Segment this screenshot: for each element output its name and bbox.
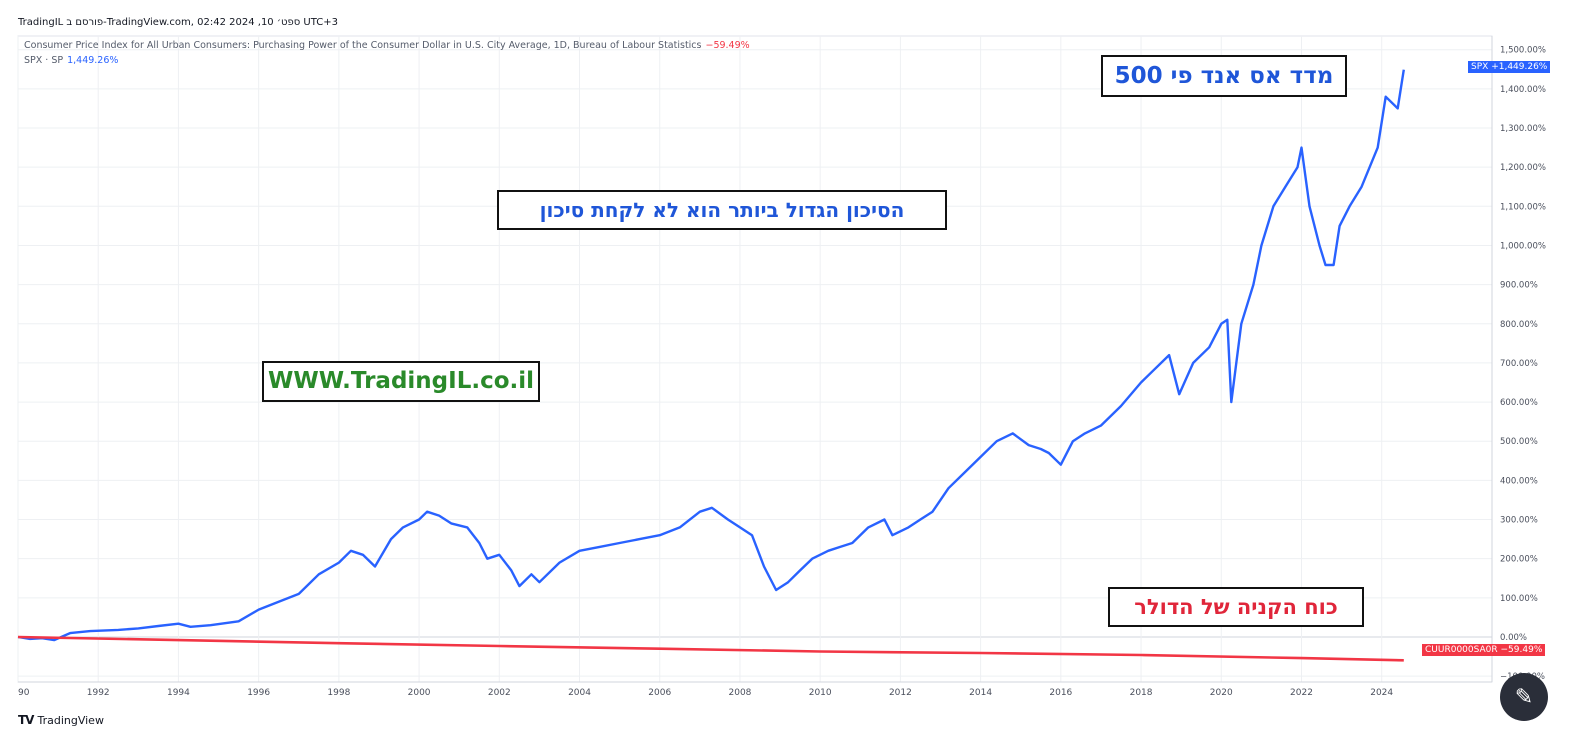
- x-tick-label: 2006: [648, 688, 671, 698]
- magic-wand-button[interactable]: ✎: [1500, 673, 1548, 721]
- plot-area: [17, 35, 1493, 683]
- legend-spx-change: 1,449.26%: [67, 55, 119, 66]
- price-tag-cpi-name: CUUR0000SA0R: [1425, 645, 1498, 655]
- tradingview-logo[interactable]: TV TradingView: [18, 713, 104, 727]
- annotation-dollar: כוח הקניה של הדולר: [1108, 587, 1364, 627]
- annotation-sp500: מדד אס אנד פי 500: [1101, 55, 1347, 97]
- x-tick-label: 2004: [568, 688, 591, 698]
- legend-cpi-change: −59.49%: [705, 40, 750, 51]
- x-tick-label: 2020: [1210, 688, 1233, 698]
- y-tick-label: 0.00%: [1500, 633, 1527, 643]
- y-tick-label: 300.00%: [1500, 516, 1538, 526]
- x-tick-label: 1992: [87, 688, 110, 698]
- y-tick-label: 1,200.00%: [1500, 163, 1546, 173]
- series-line-spx: [17, 69, 1405, 642]
- x-tick-label: 2012: [889, 688, 912, 698]
- price-tag-cpi: CUUR0000SA0R −59.49%: [1422, 644, 1546, 656]
- x-tick-label: 2016: [1049, 688, 1072, 698]
- y-tick-label: 800.00%: [1500, 320, 1538, 330]
- legend-cpi[interactable]: Consumer Price Index for All Urban Consu…: [24, 40, 750, 51]
- y-tick-label: 1,400.00%: [1500, 85, 1546, 95]
- tradingview-brand: TradingView: [37, 713, 104, 727]
- magic-wand-icon: ✎: [1514, 684, 1534, 710]
- x-tick-label: 1996: [247, 688, 270, 698]
- y-tick-label: 1,300.00%: [1500, 124, 1546, 134]
- x-tick-label: 1998: [327, 688, 350, 698]
- price-tag-cpi-value: −59.49%: [1500, 645, 1543, 655]
- price-tag-spx: SPX +1,449.26%: [1468, 61, 1551, 73]
- y-tick-label: 400.00%: [1500, 476, 1538, 486]
- legend-spx-label: SPX · SP: [24, 55, 64, 66]
- x-tick-label: 2024: [1370, 688, 1393, 698]
- x-tick-label: 2002: [488, 688, 511, 698]
- legend-cpi-label: Consumer Price Index for All Urban Consu…: [24, 40, 702, 51]
- y-tick-label: 200.00%: [1500, 555, 1538, 565]
- y-tick-label: 1,500.00%: [1500, 46, 1546, 56]
- x-tick-label: 2022: [1290, 688, 1313, 698]
- x-tick-label: 2014: [969, 688, 992, 698]
- x-tick-label: 2018: [1130, 688, 1153, 698]
- x-tick-label: 2010: [809, 688, 832, 698]
- x-tick-label: 90: [18, 688, 30, 698]
- header-attribution: TradingIL פורסם ב-TradingView.com, ספט׳ …: [18, 17, 338, 28]
- price-tag-spx-value: +1,449.26%: [1491, 62, 1548, 72]
- x-tick-label: 2008: [729, 688, 752, 698]
- x-tick-label: 1994: [167, 688, 190, 698]
- y-tick-label: 700.00%: [1500, 359, 1538, 369]
- y-tick-label: 1,100.00%: [1500, 202, 1546, 212]
- tradingview-icon: TV: [18, 713, 35, 727]
- x-tick-label: 2000: [408, 688, 431, 698]
- annotation-website[interactable]: WWW.TradingIL.co.il: [262, 361, 540, 402]
- y-tick-label: 100.00%: [1500, 594, 1538, 604]
- y-tick-label: 1,000.00%: [1500, 241, 1546, 251]
- y-tick-label: 600.00%: [1500, 398, 1538, 408]
- series-line-cpi: [17, 635, 1404, 662]
- price-tag-spx-name: SPX: [1471, 62, 1489, 72]
- y-tick-label: 900.00%: [1500, 281, 1538, 291]
- annotation-risk: הסיכון הגדול ביותר הוא לא לקחת סיכון: [497, 190, 947, 230]
- y-tick-label: 500.00%: [1500, 437, 1538, 447]
- legend-spx[interactable]: SPX · SP 1,449.26%: [24, 55, 118, 66]
